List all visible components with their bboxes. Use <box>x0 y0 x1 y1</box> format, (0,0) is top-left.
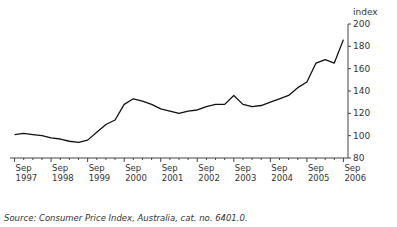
x-minor-tick <box>60 158 61 160</box>
y-tick <box>348 68 351 69</box>
x-minor-tick <box>188 158 189 160</box>
x-minor-tick <box>169 158 170 160</box>
x-tick-label: Sep1999 <box>89 163 111 183</box>
x-minor-tick <box>151 158 152 160</box>
x-minor-tick <box>297 158 298 160</box>
x-tick <box>270 158 271 162</box>
x-tick-label: Sep2006 <box>344 163 366 183</box>
x-tick <box>51 158 52 162</box>
x-tick-label: Sep2003 <box>235 163 257 183</box>
x-minor-tick <box>242 158 243 160</box>
y-tick <box>348 135 351 136</box>
x-minor-tick <box>32 158 33 160</box>
x-minor-tick <box>334 158 335 160</box>
y-tick-label: 120 <box>353 108 370 118</box>
y-tick-label: 200 <box>353 19 370 29</box>
x-tick-label: Sep2002 <box>198 163 220 183</box>
x-minor-tick <box>224 158 225 160</box>
x-tick-label: Sep2000 <box>125 163 147 183</box>
x-minor-tick <box>288 158 289 160</box>
y-tick-label: 100 <box>353 131 370 141</box>
x-minor-tick <box>41 158 42 160</box>
plot-area <box>15 40 344 143</box>
line <box>15 40 344 143</box>
y-axis-label: index <box>353 7 378 17</box>
x-minor-tick <box>78 158 79 160</box>
x-tick-label: Sep2001 <box>162 163 184 183</box>
x-minor-tick <box>206 158 207 160</box>
x-tick-label: Sep1998 <box>52 163 74 183</box>
x-minor-tick <box>23 158 24 160</box>
x-tick <box>87 158 88 162</box>
y-tick-label: 160 <box>353 64 370 74</box>
x-minor-tick <box>115 158 116 160</box>
x-tick <box>124 158 125 162</box>
y-tick <box>348 91 351 92</box>
x-minor-tick <box>133 158 134 160</box>
y-tick-label: 180 <box>353 41 370 51</box>
x-tick <box>14 158 15 162</box>
x-minor-tick <box>142 158 143 160</box>
y-tick <box>348 24 351 25</box>
x-tick-label: Sep1997 <box>16 163 38 183</box>
x-minor-tick <box>215 158 216 160</box>
y-tick <box>348 158 351 159</box>
x-minor-tick <box>105 158 106 160</box>
x-tick <box>306 158 307 162</box>
x-tick <box>343 158 344 162</box>
x-minor-tick <box>316 158 317 160</box>
x-tick-label: Sep2004 <box>271 163 293 183</box>
y-tick <box>348 46 351 47</box>
x-minor-tick <box>325 158 326 160</box>
x-minor-tick <box>279 158 280 160</box>
x-tick <box>160 158 161 162</box>
x-minor-tick <box>252 158 253 160</box>
x-minor-tick <box>96 158 97 160</box>
source-note: Source: Consumer Price Index, Australia,… <box>4 213 248 223</box>
y-tick <box>348 113 351 114</box>
x-minor-tick <box>179 158 180 160</box>
x-minor-tick <box>69 158 70 160</box>
x-tick <box>197 158 198 162</box>
y-tick-label: 140 <box>353 86 370 96</box>
chart: 80 100 120 140 160 180 200 index Sep1997 Sep1998 S… <box>0 0 397 227</box>
y-tick-label: 80 <box>353 153 365 163</box>
x-tick <box>233 158 234 162</box>
x-tick-label: Sep2005 <box>308 163 330 183</box>
x-minor-tick <box>261 158 262 160</box>
